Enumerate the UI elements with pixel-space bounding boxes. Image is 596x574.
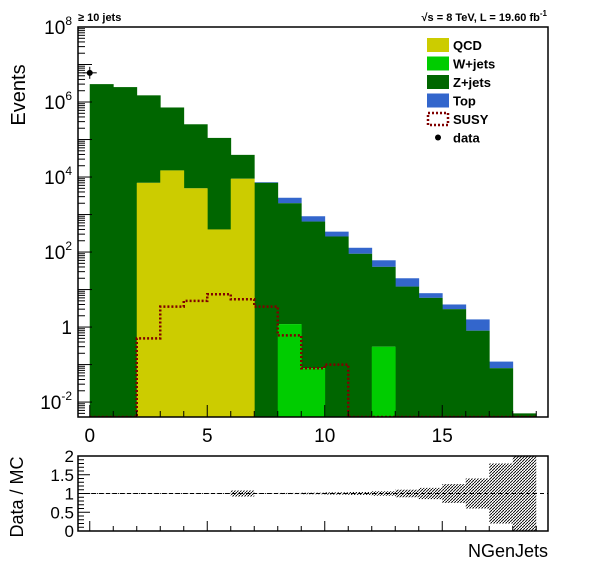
bar-z-jets-bin-11 — [348, 253, 373, 417]
ratio-band-bin-15 — [442, 484, 466, 503]
bar-w-jets-bin-9 — [301, 368, 326, 417]
bar-qcd-bin-4 — [183, 188, 208, 417]
bar-top-bin-8 — [277, 197, 302, 204]
y-tick-label-4: 1 — [61, 318, 72, 339]
bar-top-bin-15 — [442, 304, 467, 310]
bar-top-bin-10 — [324, 231, 349, 237]
bar-z-jets-bin-3 — [160, 107, 185, 171]
bar-z-jets-bin-7 — [254, 182, 279, 417]
energy-lumi-sup: -1 — [540, 9, 548, 18]
ratio-y-tick-label-0: 0 — [65, 522, 74, 541]
bar-qcd-bin-2 — [136, 182, 161, 417]
ratio-axis: 00.511.52 — [50, 447, 537, 541]
legend-swatch-susy — [426, 111, 450, 127]
ratio-band-bin-4 — [183, 493, 208, 494]
data-points — [82, 66, 97, 79]
main-plot-area: 108 106 104 102 1 10-2 0 5 10 15 — [40, 14, 549, 447]
bar-top-bin-17 — [489, 361, 514, 369]
ratio-band-bin-10 — [324, 492, 349, 495]
bar-z-jets-bin-9 — [301, 221, 326, 369]
bar-top-bin-7 — [254, 182, 279, 183]
legend-swatch-top — [427, 93, 449, 108]
energy-lumi-text: √s = 8 TeV, L = 19.60 fb — [422, 12, 541, 24]
legend-label-susy: SUSY — [453, 112, 489, 127]
y-tick-label-1: 106 — [44, 89, 72, 114]
legend-label-z-jets: Z+jets — [453, 75, 491, 90]
bar-z-jets-bin-0 — [89, 84, 114, 417]
ratio-y-tick-label-4: 2 — [65, 447, 74, 466]
bar-z-jets-bin-1 — [113, 87, 138, 417]
bar-z-jets-bin-15 — [442, 309, 467, 417]
ratio-plot-area: 00.511.52 — [50, 447, 549, 541]
bar-qcd-bin-6 — [230, 178, 255, 417]
y-tick-label-3: 102 — [44, 239, 72, 264]
legend-swatch-w-jets — [427, 56, 449, 71]
bar-z-jets-bin-10 — [324, 236, 349, 417]
y-tick-label-0: 108 — [44, 14, 72, 39]
ratio-y-axis-label: Data / MC — [7, 456, 27, 537]
bar-z-jets-bin-4 — [183, 124, 208, 189]
bar-top-bin-13 — [395, 278, 420, 287]
bar-z-jets-bin-5 — [207, 137, 232, 230]
bar-qcd-bin-3 — [160, 170, 185, 417]
ratio-band-bin-1 — [113, 493, 137, 494]
bar-z-jets-bin-6 — [230, 154, 255, 179]
ratio-y-tick-label-2: 1 — [65, 485, 74, 504]
legend-label-qcd: QCD — [453, 38, 482, 53]
bar-w-jets-bin-8 — [277, 324, 302, 417]
selection-annotation: ≥ 10 jets — [78, 12, 121, 24]
ratio-band-bin-7 — [254, 493, 278, 494]
bar-z-jets-bin-2 — [136, 95, 161, 183]
bar-z-jets-bin-18 — [512, 413, 537, 417]
legend-label-data: data — [453, 131, 481, 146]
stacked-histograms — [89, 84, 537, 417]
bar-z-jets-bin-14 — [418, 297, 443, 417]
main-axis: 108 106 104 102 1 10-2 0 5 10 15 — [40, 14, 537, 447]
ratio-band-bin-18 — [512, 456, 537, 531]
x-tick-label-1: 5 — [202, 426, 213, 447]
legend: QCD W+jets Z+jets Top SUSY data — [426, 38, 495, 146]
bar-top-bin-14 — [418, 293, 443, 298]
x-tick-label-3: 15 — [432, 426, 453, 447]
legend-label-w-jets: W+jets — [453, 57, 495, 72]
ratio-y-tick-label-1: 0.5 — [50, 503, 74, 522]
bar-qcd-bin-5 — [207, 229, 232, 417]
signal-outline — [89, 292, 537, 417]
y-tick-label-5: 10-2 — [40, 389, 72, 414]
x-tick-label-2: 10 — [314, 426, 335, 447]
x-tick-label-0: 0 — [84, 426, 95, 447]
bar-top-bin-16 — [465, 319, 490, 331]
y-tick-label-2: 104 — [44, 164, 72, 189]
bar-top-bin-12 — [371, 260, 396, 267]
data-point-0 — [86, 69, 93, 76]
signal-histogram — [89, 292, 537, 417]
bar-z-jets-bin-17 — [489, 368, 514, 417]
energy-lumi-annotation: √s = 8 TeV, L = 19.60 fb-1 — [422, 9, 548, 24]
legend-swatch-z-jets — [427, 75, 449, 89]
main-plot-frame — [77, 26, 549, 418]
bar-z-jets-bin-8 — [277, 203, 302, 325]
bar-z-jets-bin-12 — [371, 266, 396, 347]
legend-label-top: Top — [453, 94, 476, 109]
y-axis-label: Events — [8, 64, 30, 125]
ratio-band-bin-12 — [371, 491, 396, 496]
legend-swatch-qcd — [427, 38, 449, 52]
bar-z-jets-bin-16 — [465, 330, 490, 417]
legend-swatch-data — [435, 134, 441, 141]
bar-z-jets-bin-13 — [395, 286, 420, 417]
ratio-y-tick-label-3: 1.5 — [50, 466, 74, 485]
bar-top-bin-11 — [348, 247, 373, 254]
bar-w-jets-bin-12 — [371, 346, 396, 417]
bar-top-bin-9 — [301, 216, 326, 222]
x-axis-label: NGenJets — [468, 541, 548, 561]
